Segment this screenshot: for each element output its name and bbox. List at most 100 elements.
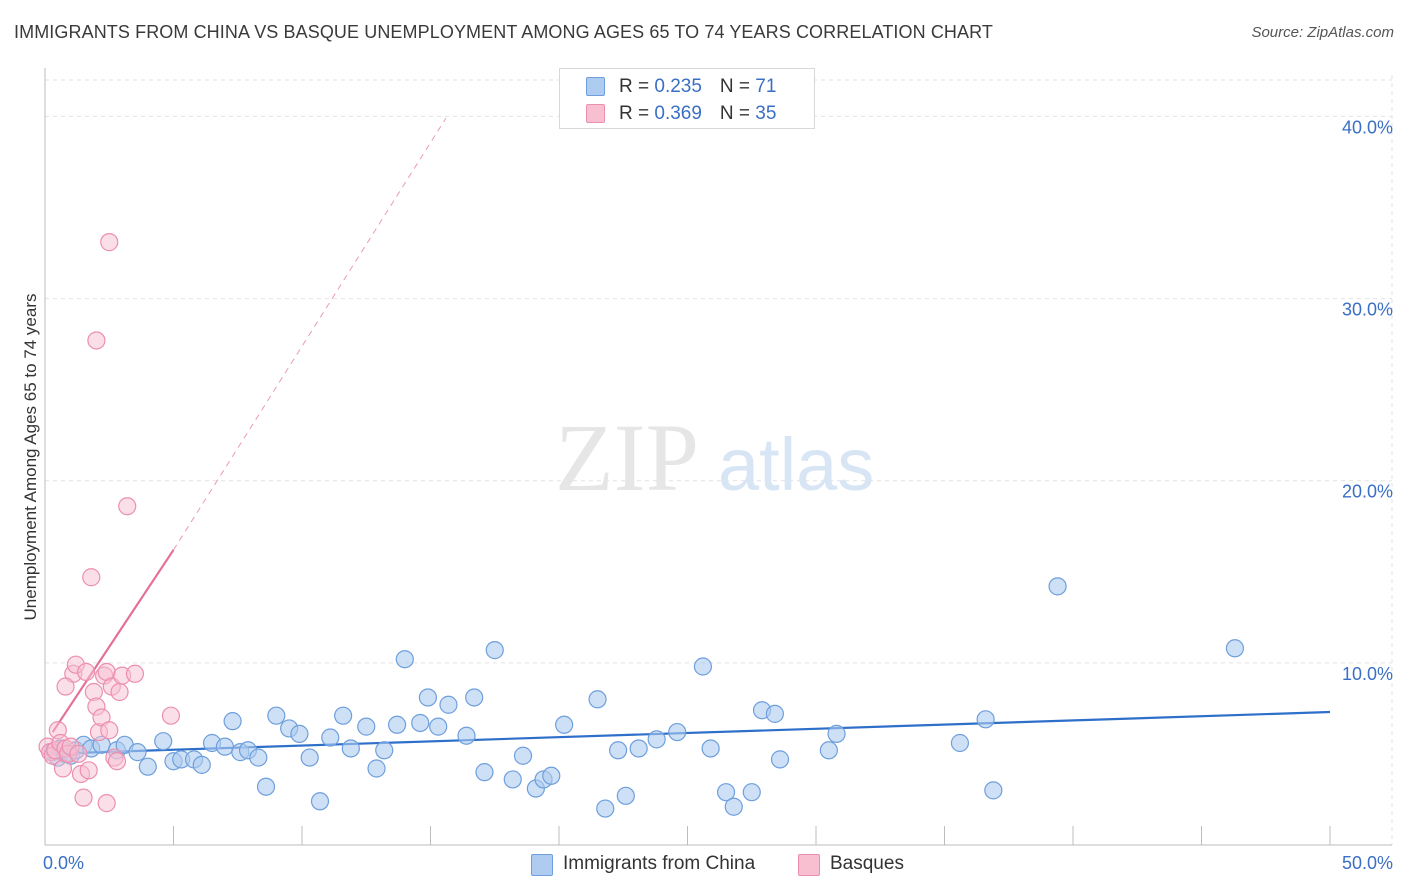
china-point: [984, 781, 1003, 800]
china-point: [588, 690, 607, 709]
basques-point: [79, 761, 98, 780]
china-n-label: N =: [719, 76, 756, 97]
china-point: [555, 715, 574, 734]
china-point: [249, 748, 268, 767]
china-point: [724, 797, 743, 816]
china-point: [267, 706, 286, 725]
china-point: [950, 733, 970, 753]
basques-trend-line: [51, 549, 175, 733]
china-point: [616, 786, 635, 805]
china-point: [742, 783, 761, 802]
china-point: [457, 726, 476, 745]
basques-trend-extension: [173, 117, 447, 551]
china-point: [647, 730, 666, 749]
china-r-label: R =: [619, 76, 655, 97]
basques-point: [77, 662, 96, 682]
china-point: [411, 713, 430, 733]
x-tick-label: 0.0%: [43, 853, 84, 873]
china-point: [341, 739, 360, 758]
basques-point: [69, 744, 88, 764]
china-point: [693, 657, 713, 676]
china-point: [629, 739, 648, 758]
correlation-legend: R = 0.235 N = 71 R = 0.369 N = 35: [559, 68, 815, 129]
china-point: [215, 737, 234, 756]
watermark: ZIP atlas: [555, 404, 874, 511]
basques-point: [100, 233, 119, 252]
china-point: [542, 766, 561, 785]
basques-swatch: [586, 104, 605, 123]
china-point: [1225, 639, 1245, 658]
basques-point: [56, 677, 75, 696]
china-point: [827, 724, 846, 743]
basques-r-value: 0.369: [654, 103, 702, 124]
china-point: [418, 688, 438, 707]
y-tick-label: 40.0%: [1342, 117, 1393, 137]
china-point: [290, 724, 309, 743]
series-legend: Immigrants from China Basques: [0, 852, 1406, 878]
basques-n-value: 35: [755, 103, 777, 124]
tick-labels: 10.0% 20.0% 30.0% 40.0% 0.0% 50.0%: [43, 117, 1393, 873]
china-point: [395, 650, 414, 669]
china-point: [465, 688, 484, 707]
china-point: [192, 755, 211, 774]
china-point: [716, 783, 736, 802]
china-point: [485, 641, 504, 660]
china-point: [128, 743, 147, 762]
y-tick-label: 10.0%: [1342, 664, 1393, 684]
basques-point: [125, 664, 145, 683]
data-points: [38, 233, 1245, 818]
basques-point: [82, 568, 101, 587]
y-tick-label: 30.0%: [1342, 300, 1393, 320]
china-n-value: 71: [755, 76, 777, 97]
china-point: [439, 695, 458, 714]
china-point: [503, 770, 522, 789]
basques-n-label: N =: [719, 103, 756, 124]
basques-point: [118, 497, 137, 516]
basques-point: [100, 721, 119, 740]
china-point: [310, 792, 330, 811]
basques-point: [87, 331, 106, 350]
china-point: [770, 750, 790, 769]
china-point: [819, 741, 838, 760]
watermark-zip: ZIP: [555, 404, 699, 511]
china-point: [429, 717, 448, 736]
china-point: [1048, 577, 1067, 596]
china-point: [367, 759, 386, 778]
china-legend-swatch: [531, 854, 553, 876]
basques-point: [74, 788, 93, 807]
china-point: [609, 741, 628, 760]
basques-point: [97, 794, 116, 813]
chart-title: IMMIGRANTS FROM CHINA VS BASQUE UNEMPLOY…: [14, 22, 994, 42]
china-point: [300, 748, 319, 767]
basques-point: [107, 752, 127, 771]
y-tick-label: 20.0%: [1342, 482, 1393, 502]
china-point: [701, 739, 720, 758]
source-label: Source: ZipAtlas.com: [1251, 24, 1394, 41]
basques-point: [110, 682, 129, 702]
china-point: [138, 757, 157, 776]
basques-r-label: R =: [619, 103, 655, 124]
basques-point: [161, 706, 181, 725]
china-point: [357, 717, 376, 736]
basques-legend-label: Basques: [830, 853, 904, 874]
china-point: [976, 710, 995, 729]
china-point: [154, 732, 173, 751]
china-r-value: 0.235: [654, 76, 702, 97]
x-tick-label: 50.0%: [1342, 853, 1393, 873]
china-trend-line: [44, 710, 1331, 756]
watermark-atlas: atlas: [718, 423, 874, 506]
china-point: [765, 704, 784, 723]
china-point: [334, 706, 353, 725]
axes: [44, 68, 1392, 846]
y-axis-label: Unemployment Among Ages 65 to 74 years: [21, 294, 40, 621]
basques-legend-swatch: [798, 854, 820, 876]
china-legend-label: Immigrants from China: [563, 853, 756, 874]
china-point: [321, 728, 340, 747]
china-point: [223, 712, 242, 731]
china-point: [513, 746, 533, 765]
china-point: [668, 722, 687, 742]
china-point: [475, 763, 494, 782]
china-point: [375, 741, 394, 760]
china-swatch: [586, 77, 605, 96]
